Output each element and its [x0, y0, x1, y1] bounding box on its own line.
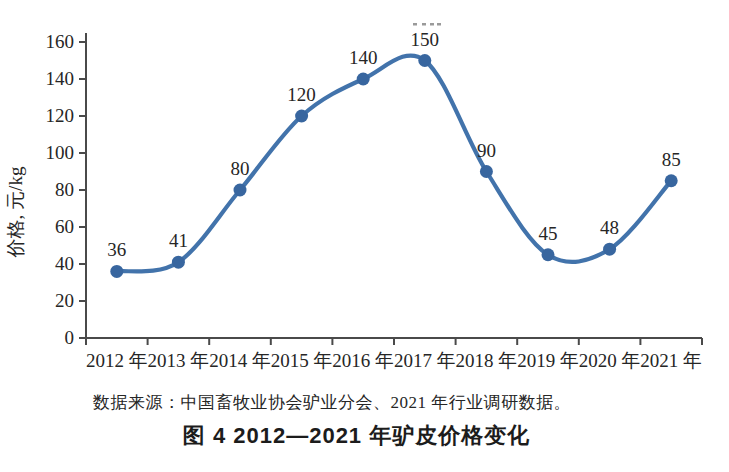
data-point-marker: [234, 184, 247, 197]
y-tick-label: 100: [46, 142, 75, 163]
data-point-labels: 36 41 80 120 140 150 90 45 48 85: [107, 29, 680, 261]
y-axis-ticks: 0 20 40 60 80 100 120 140 160: [46, 31, 87, 348]
price-series: [110, 54, 677, 278]
data-point-marker: [665, 174, 678, 187]
data-point-label: 120: [287, 84, 316, 105]
data-point-label: 80: [231, 158, 250, 179]
x-tick-label: 2013 年: [148, 350, 210, 371]
data-point-label: 140: [349, 47, 378, 68]
x-axis-labels: 2012 年2013 年2014 年2015 年2016 年2017 年2018…: [86, 350, 702, 371]
x-axis-ticks: [86, 338, 702, 345]
data-point-label: 41: [169, 230, 188, 251]
data-point-label: 150: [411, 29, 440, 50]
x-tick-label: 2014 年: [209, 350, 271, 371]
figure-caption: 图 4 2012—2021 年驴皮价格变化: [0, 421, 713, 451]
y-tick-label: 140: [46, 68, 75, 89]
x-tick-label: 2020 年: [579, 350, 641, 371]
data-point-marker: [110, 265, 123, 278]
data-point-label: 48: [600, 217, 619, 238]
x-tick-label: 2016 年: [332, 350, 394, 371]
price-line: [117, 56, 671, 272]
x-tick-label: 2017 年: [394, 350, 456, 371]
x-tick-label: 2019 年: [517, 350, 579, 371]
figure-page: 价格, 元/kg 020406080100120140160 2012 年201…: [0, 0, 729, 472]
data-point-marker: [418, 54, 431, 67]
y-tick-label: 80: [55, 179, 74, 200]
data-point-label: 45: [539, 223, 558, 244]
y-tick-label: 0: [65, 327, 75, 348]
y-tick-label: 20: [55, 290, 74, 311]
data-point-marker: [542, 248, 555, 261]
y-tick-label: 120: [46, 105, 75, 126]
x-tick-label: 2012 年: [86, 350, 148, 371]
x-tick-label: 2018 年: [456, 350, 518, 371]
data-point-marker: [357, 73, 370, 86]
data-point-label: 90: [477, 140, 496, 161]
price-line-chart: 价格, 元/kg 020406080100120140160 2012 年201…: [0, 0, 729, 380]
data-point-marker: [295, 110, 308, 123]
data-point-label: 85: [662, 149, 681, 170]
y-tick-label: 40: [55, 253, 74, 274]
data-point-marker: [480, 165, 493, 178]
y-tick-label: 160: [46, 31, 75, 52]
y-tick-label: 60: [55, 216, 74, 237]
data-point-label: 36: [107, 239, 126, 260]
cropped-text-artifact: [413, 23, 441, 26]
data-point-marker: [172, 256, 185, 269]
x-tick-label: 2021 年: [640, 350, 702, 371]
y-axis-title: 价格, 元/kg: [5, 166, 26, 258]
data-point-marker: [603, 243, 616, 256]
x-tick-label: 2015 年: [271, 350, 333, 371]
data-source-note: 数据来源：中国畜牧业协会驴业分会、2021 年行业调研数据。: [93, 391, 571, 414]
